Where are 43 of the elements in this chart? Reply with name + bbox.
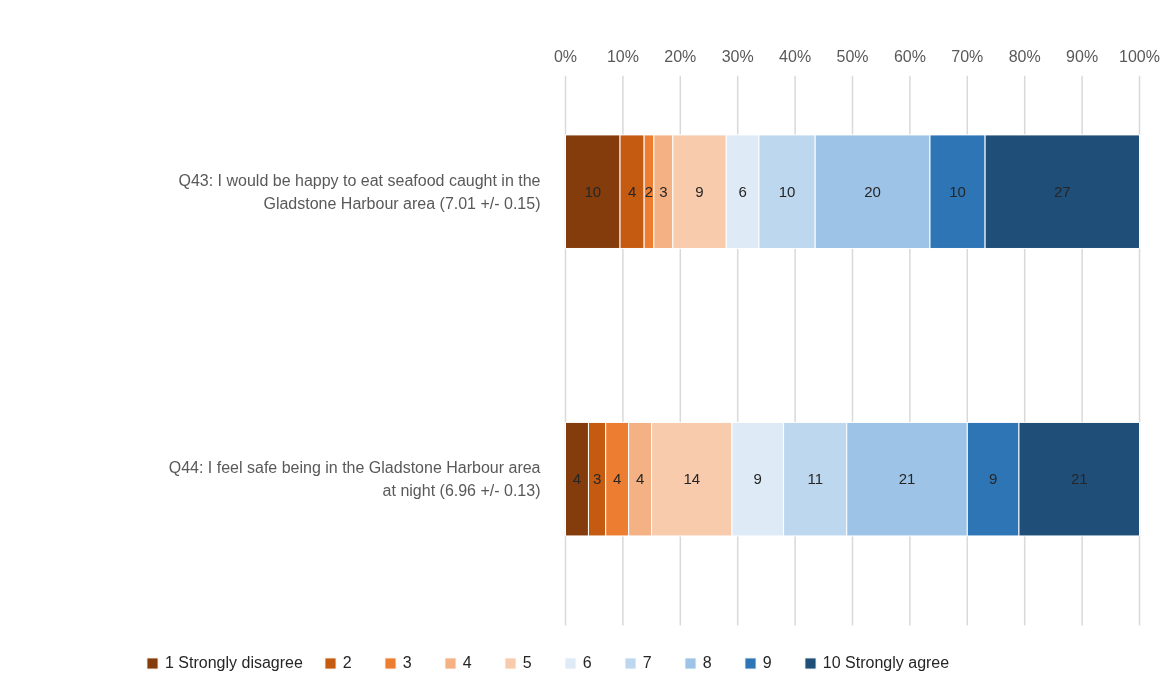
x-tick-label: 40%: [779, 47, 812, 65]
x-tick-label: 10%: [606, 47, 639, 65]
legend-label: 9: [762, 654, 773, 672]
x-tick-label: 30%: [721, 47, 754, 65]
x-tick-label: 20%: [664, 47, 697, 65]
data-label: 21: [1070, 470, 1088, 488]
x-tick-label: 80%: [1008, 47, 1041, 65]
data-label: 10: [584, 182, 602, 200]
data-label: 4: [635, 470, 645, 488]
y-tick-label: Q43: I would be happy to eat seafood caught in the Gladstone Harbour area (7.01 +/- 0.15): [178, 171, 541, 212]
legend-label: 5: [522, 654, 533, 672]
data-label: 9: [988, 470, 998, 488]
data-label: 20: [864, 182, 881, 200]
data-label: 10: [778, 182, 796, 200]
legend-label: 6: [582, 654, 593, 672]
legend-label: 4: [462, 654, 473, 672]
legend-label: 1 Strongly disagree: [165, 654, 303, 672]
y-tick-label: Q44: I feel safe being in the Gladstone Harbour area at night (6.96 +/- 0.13): [168, 459, 541, 500]
data-label: 9: [753, 470, 762, 488]
data-label: 11: [807, 470, 823, 488]
data-label: 2: [644, 182, 654, 200]
data-label: 4: [612, 470, 622, 488]
legend-label: 2: [342, 654, 353, 672]
data-label: 21: [898, 470, 916, 488]
legend-label: 7: [642, 654, 653, 672]
data-label: 3: [592, 470, 602, 488]
data-label: 4: [572, 470, 582, 488]
x-tick-label: 100%: [1119, 47, 1160, 65]
data-label: 9: [695, 182, 704, 200]
x-tick-label: 60%: [893, 47, 926, 65]
x-tick-label: 70%: [951, 47, 984, 65]
data-label: 6: [738, 182, 747, 200]
data-label: 4: [627, 182, 637, 200]
x-tick-label: 0%: [553, 47, 578, 65]
legend-label: 10 Strongly agree: [822, 654, 950, 672]
legend-label: 8: [702, 654, 713, 672]
x-tick-label: 50%: [836, 47, 869, 65]
data-label: 10: [949, 182, 966, 200]
x-tick-label: 90%: [1066, 47, 1099, 65]
legend-label: 3: [402, 654, 413, 672]
data-label: 27: [1053, 182, 1071, 200]
data-label: 14: [683, 470, 701, 488]
data-label: 3: [659, 182, 668, 200]
